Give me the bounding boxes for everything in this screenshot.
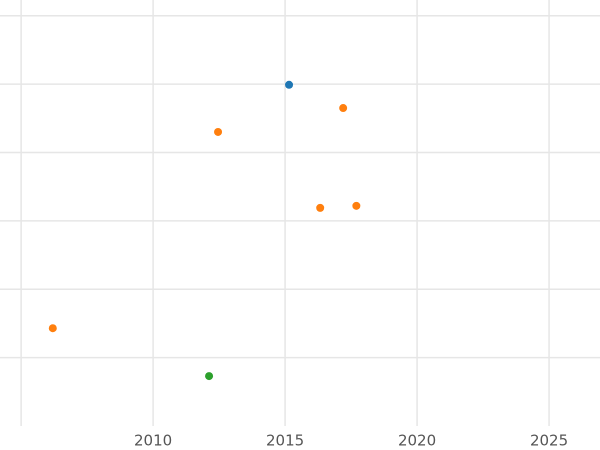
x-tick-label: 2015 — [266, 432, 304, 450]
point — [214, 127, 223, 136]
point — [285, 80, 294, 89]
point — [339, 104, 348, 113]
point — [48, 324, 57, 333]
x-tick-label: 2010 — [134, 432, 172, 450]
x-tick-label: 2025 — [530, 432, 568, 450]
point — [352, 201, 361, 210]
point — [316, 203, 325, 212]
point — [205, 372, 214, 381]
x-tick-label: 2020 — [398, 432, 436, 450]
